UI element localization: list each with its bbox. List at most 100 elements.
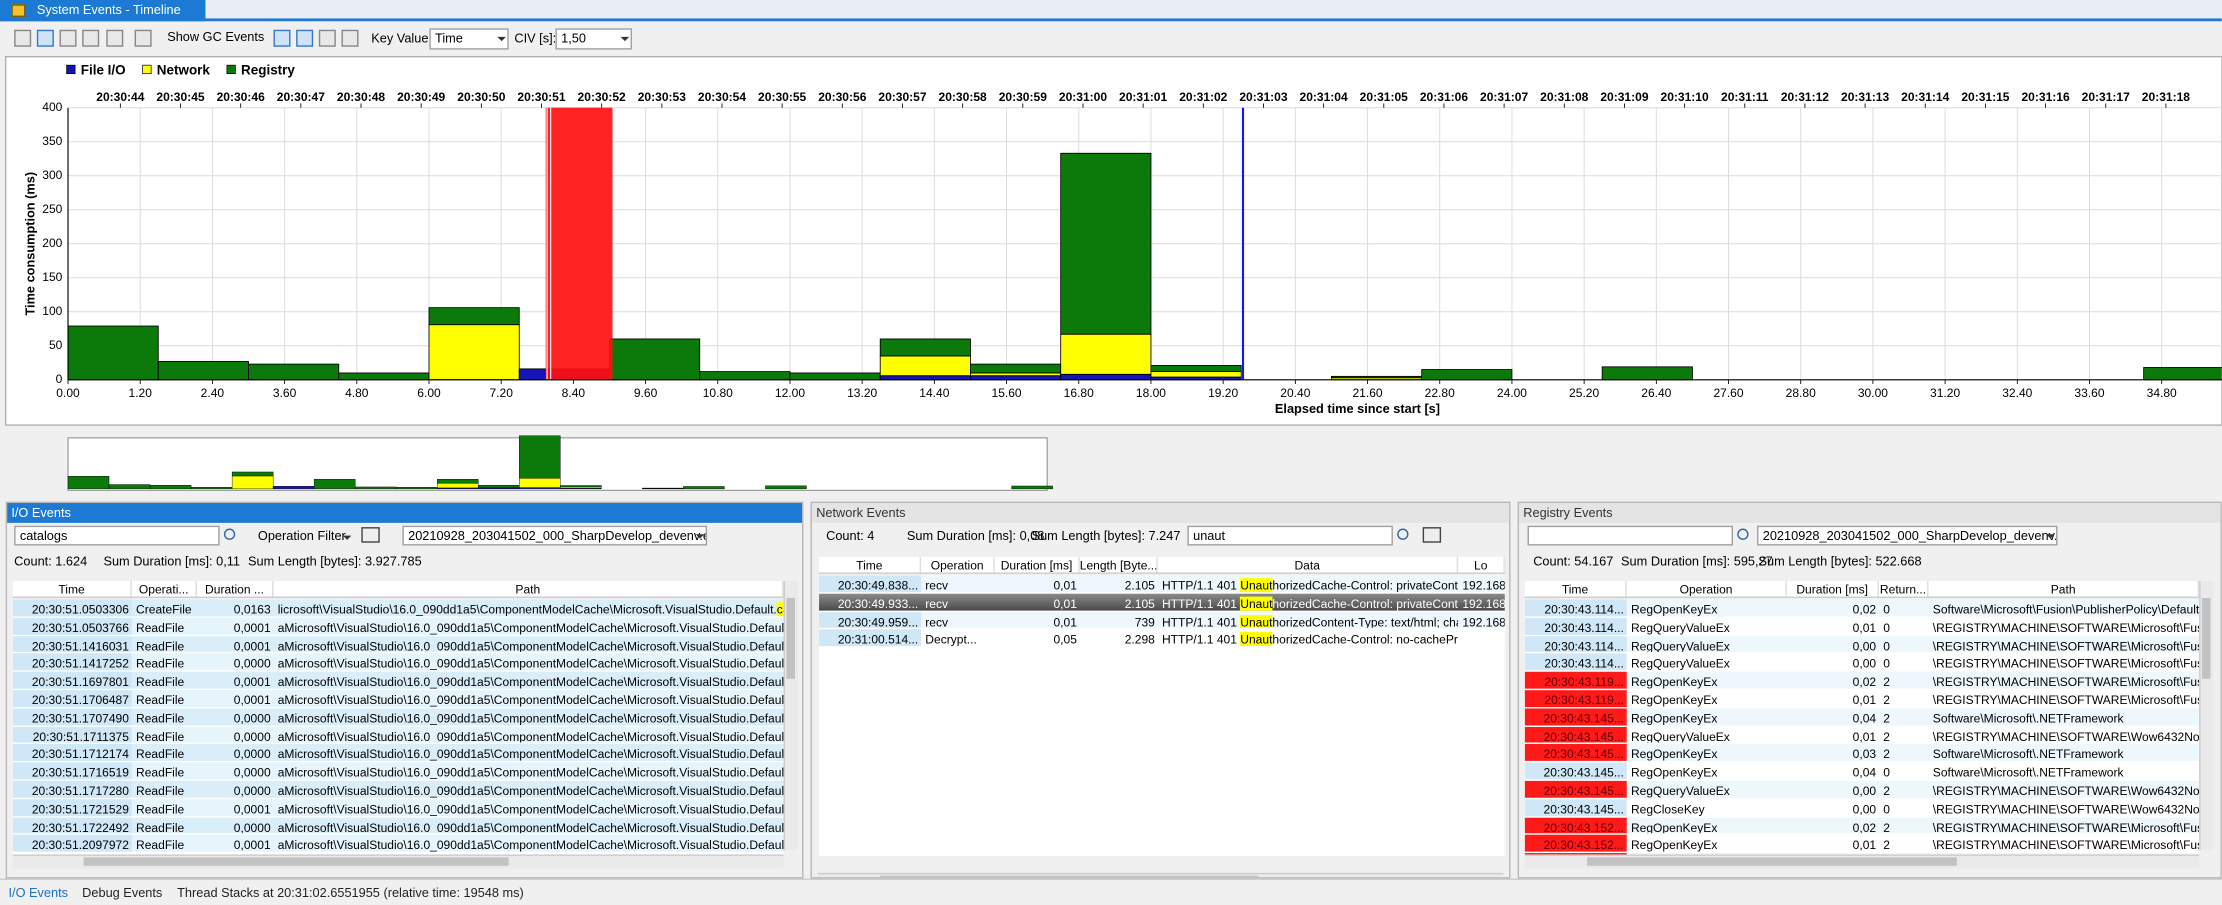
column-header[interactable]: Operation [921, 556, 995, 573]
search-icon[interactable] [1737, 528, 1749, 540]
table-row[interactable]: 20:30:43.145... RegQueryValueEx 0,00 2 \REGI… [1524, 780, 2200, 799]
table-row[interactable]: 20:30:43.152... RegOpenKeyEx 0,01 2 \REGISTR… [1524, 835, 2200, 854]
table-row[interactable]: 20:30:49.959... recv 0,01 739 HTTP/1.1 401 U… [819, 611, 1505, 630]
column-header[interactable]: Path [273, 580, 784, 597]
status-tab[interactable]: Debug Events [82, 885, 163, 900]
table-row[interactable]: 20:30:51.0503306 CreateFile 0,0163 licrosof… [12, 599, 784, 618]
column-header[interactable]: Lo [1458, 556, 1505, 573]
toolbar-icon[interactable] [273, 29, 291, 47]
h-thumb[interactable] [1586, 857, 1958, 866]
combo-box[interactable]: 20210928_203041502_000_SharpDevelop_deve… [1757, 525, 2058, 546]
toolbar-icon[interactable] [341, 29, 359, 47]
tab-active[interactable]: System Events - Timeline [0, 0, 206, 22]
h-thumb[interactable] [84, 857, 509, 866]
gc-button[interactable]: Show GC Events [167, 29, 265, 44]
table-row[interactable]: 20:30:43.114... RegOpenKeyEx 0,02 0 Software… [1524, 599, 2200, 618]
column-header[interactable]: Operation [1627, 580, 1787, 597]
column-header[interactable]: Length [Byte... [1079, 556, 1158, 573]
table-row[interactable]: 20:30:43.145... RegCloseKey 0,00 0 \REGISTRY… [1524, 798, 2200, 818]
table-row[interactable]: 20:30:43.145... RegOpenKeyEx 0,04 0 Software… [1524, 762, 2200, 781]
filter-icon[interactable] [361, 527, 380, 543]
toolbar-icon[interactable] [36, 29, 54, 47]
table-row[interactable]: 20:30:43.145... RegOpenKeyEx 0,03 2 Software… [1524, 744, 2200, 763]
table-cell: 0,00 [1852, 638, 1877, 653]
toolbar-icon[interactable] [134, 29, 152, 47]
overview-bar [190, 487, 233, 490]
cell-text: aMicrosoft\VisualStudio\16.0_090dd1a5\Co… [277, 838, 784, 853]
dropdown-arrow[interactable] [497, 36, 506, 42]
table-row[interactable]: 20:30:49.838... recv 0,01 2.105 HTTP/1.1 401… [819, 575, 1505, 594]
table-row[interactable]: 20:30:51.1721529 ReadFile 0,0001 aMicrosoft… [12, 798, 784, 818]
table-cell: RegOpenKeyEx [1630, 602, 1718, 617]
key-combo[interactable]: Time [429, 28, 509, 50]
toolbar-icon[interactable] [59, 29, 77, 47]
column-header[interactable]: Time [13, 580, 132, 597]
table-row[interactable]: 20:30:51.1712174 ReadFile 0,0000 aMicrosoft… [12, 744, 784, 763]
table-row[interactable]: 20:30:51.2097972 ReadFile 0,0001 aMicrosoft… [12, 835, 784, 854]
toolbar-icon[interactable] [82, 29, 100, 47]
table-cell: 2 [1883, 783, 1890, 798]
table-row[interactable]: 20:30:51.1707490 ReadFile 0,0000 aMicrosoft… [12, 708, 784, 727]
table-row[interactable]: 20:30:51.1722492 ReadFile 0,0000 aMicrosoft… [12, 817, 784, 836]
search-box[interactable]: unaut [1187, 525, 1393, 546]
bar-segment [879, 355, 971, 377]
table-row[interactable]: 20:30:43.152... RegOpenKeyEx 0,02 2 \REGISTR… [1524, 817, 2200, 836]
v-thumb[interactable] [786, 597, 795, 679]
search-icon[interactable] [223, 528, 236, 540]
column-header[interactable]: Data [1158, 556, 1459, 573]
column-header[interactable]: Duration ... [197, 580, 274, 597]
table-row[interactable]: 20:30:43.114... RegQueryValueEx 0,00 0 \REGI… [1524, 653, 2200, 672]
filter-icon[interactable] [1422, 527, 1442, 543]
table-row[interactable]: 20:30:51.1717280 ReadFile 0,0000 aMicrosoft… [12, 780, 784, 799]
civ-combo[interactable]: 1,50 [555, 28, 632, 50]
dropdown-arrow[interactable] [620, 36, 630, 42]
h-scrollbar[interactable] [817, 872, 1504, 878]
dropdown-arrow[interactable] [342, 535, 352, 540]
column-header[interactable]: Duration [ms] [1787, 580, 1879, 597]
table-cell: 2 [1883, 747, 1890, 762]
column-header[interactable]: Duration [ms] [995, 556, 1080, 573]
table-row[interactable]: 20:30:43.114... RegQueryValueEx 0,00 0 \REGI… [1524, 635, 2200, 654]
table-row[interactable]: 20:30:51.1697801 ReadFile 0,0001 aMicrosoft… [12, 671, 784, 691]
table-cell: 0,0000 [233, 729, 271, 744]
toolbar-icon[interactable] [296, 29, 314, 47]
v-thumb[interactable] [2202, 597, 2211, 679]
table-row[interactable]: 20:31:00.514... Decrypt... 0,05 2.298 HTTP/1… [819, 629, 1505, 648]
search-icon[interactable] [1397, 528, 1409, 540]
dropdown-arrow[interactable] [2046, 534, 2055, 539]
panel-header[interactable]: Network Events [811, 503, 1510, 523]
filter-button[interactable]: Operation Filter [257, 528, 346, 543]
table-row[interactable]: 20:30:51.1417252 ReadFile 0,0000 aMicrosoft… [12, 653, 784, 672]
cell-text: aMicrosoft\VisualStudio\16.0_090dd1a5\Co… [277, 801, 784, 816]
panel-header[interactable]: Registry Events [1519, 503, 2221, 523]
table-row[interactable]: 20:30:49.933... recv 0,01 2.105 HTTP/1.1 401… [819, 593, 1505, 612]
table-row[interactable]: 20:30:51.0503766 ReadFile 0,0001 aMicrosoft… [12, 617, 784, 636]
dropdown-arrow[interactable] [695, 534, 705, 539]
search-box[interactable] [1527, 525, 1733, 546]
table-row[interactable]: 20:30:51.1416031 ReadFile 0,0001 aMicrosoft… [12, 635, 784, 654]
panel-header[interactable]: I/O Events [7, 503, 803, 523]
table-row[interactable]: 20:30:43.119... RegOpenKeyEx 0,01 2 \REGISTR… [1524, 690, 2200, 709]
table-row[interactable]: 20:30:51.1711375 ReadFile 0,0000 aMicrosoft… [12, 726, 784, 745]
h-thumb[interactable] [880, 875, 1258, 878]
column-header[interactable]: Operati... [132, 580, 197, 597]
table-row[interactable]: 20:30:51.1716519 ReadFile 0,0000 aMicrosoft… [12, 762, 784, 781]
table-row[interactable]: 20:30:51.1706487 ReadFile 0,0001 aMicrosoft… [12, 690, 784, 709]
column-header[interactable]: Path [1929, 580, 2200, 597]
status-tab[interactable]: I/O Events [8, 885, 69, 900]
table-row[interactable]: 20:30:43.145... RegQueryValueEx 0,01 2 \REGI… [1524, 726, 2200, 745]
x-tick-label: 8.40 [562, 386, 586, 400]
column-header[interactable]: Time [819, 556, 922, 573]
table-row[interactable]: 20:30:43.119... RegOpenKeyEx 0,02 2 \REGISTR… [1524, 671, 2200, 691]
toolbar-icon[interactable] [106, 29, 124, 47]
toolbar-icon[interactable] [14, 29, 32, 47]
table-row[interactable]: 20:30:43.114... RegQueryValueEx 0,01 0 \REGI… [1524, 617, 2200, 636]
table-cell: 0 [1883, 638, 1890, 653]
column-header[interactable]: Time [1525, 580, 1627, 597]
column-header[interactable]: Return... [1879, 580, 1929, 597]
toolbar-icon[interactable] [318, 29, 336, 47]
combo-box[interactable]: 20210928_203041502_000_SharpDevelop_deve… [402, 525, 708, 546]
table-row[interactable]: 20:30:43.145... RegOpenKeyEx 0,04 2 Software… [1524, 708, 2200, 727]
status-tab[interactable]: Thread Stacks at 20:31:02.6551955 (relat… [177, 885, 524, 900]
search-box[interactable]: catalogs [14, 525, 220, 546]
